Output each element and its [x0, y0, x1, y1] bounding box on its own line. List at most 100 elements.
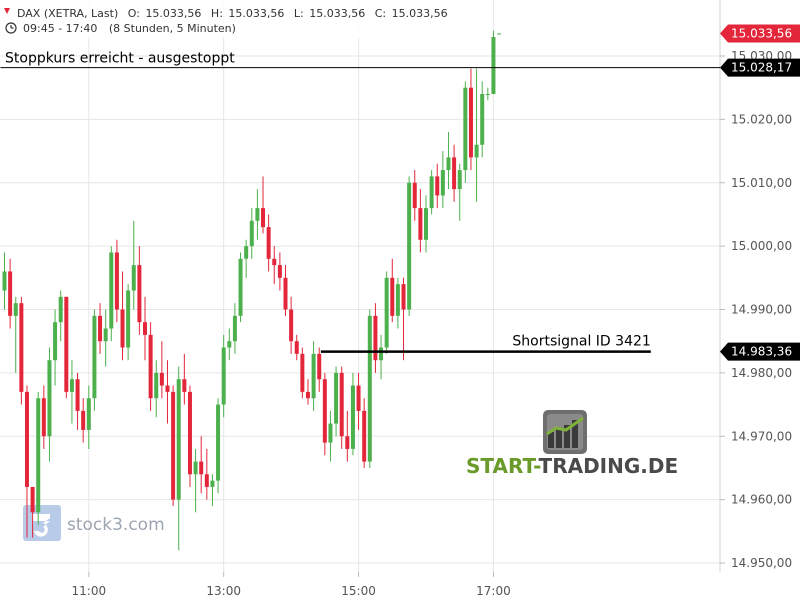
candle-body	[232, 315, 237, 342]
candle-body	[407, 182, 412, 310]
candle-down	[435, 163, 440, 209]
last-price-tag-label: 15.033,56	[731, 26, 792, 40]
candle-down	[199, 436, 204, 494]
candle-down	[114, 239, 119, 323]
candle-up	[440, 151, 445, 209]
candle-body	[176, 379, 181, 500]
candle-body	[289, 309, 294, 342]
candle-body	[137, 265, 142, 323]
candle-body	[379, 347, 384, 361]
candle-body	[373, 315, 378, 361]
candle-down	[390, 258, 395, 323]
candle-body	[171, 391, 176, 500]
candle-up	[103, 309, 108, 367]
candle-down	[401, 277, 406, 361]
candle-body	[86, 398, 91, 430]
short-signal-price-tag: 14.983,36	[720, 342, 800, 361]
candle-body	[317, 353, 322, 380]
candle-body	[255, 208, 260, 221]
candle-body	[350, 385, 355, 449]
candle-body	[261, 208, 266, 228]
candle-up	[176, 366, 181, 551]
candle-up	[69, 360, 74, 424]
candle-down	[75, 372, 80, 430]
x-tick-label: 15:00	[341, 584, 376, 598]
candle-body	[395, 284, 400, 316]
candle-down	[98, 303, 103, 354]
candle-up	[86, 385, 91, 449]
candle-body	[216, 404, 221, 481]
candle-down	[204, 448, 209, 500]
candle-body	[2, 271, 7, 291]
candle-body	[249, 220, 254, 247]
x-tick-label: 11:00	[72, 584, 107, 598]
candle-body	[143, 322, 147, 335]
candle-up	[497, 33, 502, 35]
candle-down	[294, 334, 299, 361]
candle-up	[463, 81, 468, 183]
y-tick-label: 14.950,00	[731, 556, 792, 570]
candle-up	[384, 271, 389, 354]
candle-body	[193, 461, 198, 475]
candle-body	[485, 94, 490, 96]
candle-down	[362, 398, 367, 468]
candle-body	[362, 410, 367, 462]
candle-body	[8, 271, 13, 316]
stop-line-label: Stoppkurs erreicht - ausgestoppt	[5, 51, 235, 67]
candle-body	[480, 94, 485, 145]
candle-body	[204, 474, 209, 487]
session-duration: (8 Stunden, 5 Minuten)	[109, 22, 236, 35]
short-signal-price-tag-label: 14.983,36	[731, 345, 792, 359]
candle-down	[289, 296, 294, 354]
candle-body	[412, 182, 417, 209]
candle-up	[350, 372, 355, 456]
candle-down	[41, 385, 46, 449]
candle-up	[311, 341, 316, 411]
candle-down	[345, 410, 350, 462]
candle-body	[126, 290, 131, 348]
candle-down	[283, 265, 288, 316]
candle-up	[193, 448, 198, 513]
candle-down	[159, 341, 164, 399]
candle-down	[300, 347, 305, 399]
candle-up	[485, 87, 490, 101]
candle-body	[367, 315, 372, 462]
high-label: H:	[211, 7, 223, 20]
x-tick-label: 17:00	[476, 584, 511, 598]
candle-up	[221, 334, 226, 418]
candle-up	[480, 81, 485, 158]
candle-body	[154, 372, 159, 399]
candle-down	[137, 246, 142, 335]
candle-body	[356, 385, 361, 411]
candle-body	[390, 277, 395, 316]
x-tick-label: 13:00	[206, 584, 241, 598]
candle-body	[75, 379, 80, 411]
candle-body	[41, 398, 46, 437]
candle-down	[261, 176, 266, 234]
candle-down	[412, 170, 417, 221]
stock3-text: stock3.com	[67, 515, 165, 535]
candle-down	[317, 347, 322, 392]
start-trading-watermark: START-TRADING.DE	[466, 410, 678, 478]
candle-up	[491, 30, 496, 95]
candle-body	[328, 423, 333, 443]
candle-body	[468, 87, 473, 158]
y-tick-label: 15.020,00	[731, 112, 792, 126]
x-axis: 11:00 13:00 15:00 17:00	[72, 572, 511, 598]
candle-down	[148, 322, 153, 411]
low-label: L:	[294, 7, 304, 20]
candle-up	[53, 309, 58, 386]
candle-down	[165, 360, 170, 424]
candle-body	[24, 391, 29, 487]
svg-text:START-TRADING.DE: START-TRADING.DE	[466, 454, 678, 478]
candle-body	[58, 296, 63, 323]
candle-down	[24, 385, 29, 538]
price-tags: 15.033,56 15.028,17 14.983,36	[720, 24, 800, 361]
candle-down	[120, 271, 125, 361]
candle-body	[294, 341, 299, 354]
candle-down	[266, 214, 271, 272]
candle-up	[328, 410, 333, 462]
candle-body	[457, 170, 462, 190]
candle-body	[440, 170, 445, 196]
